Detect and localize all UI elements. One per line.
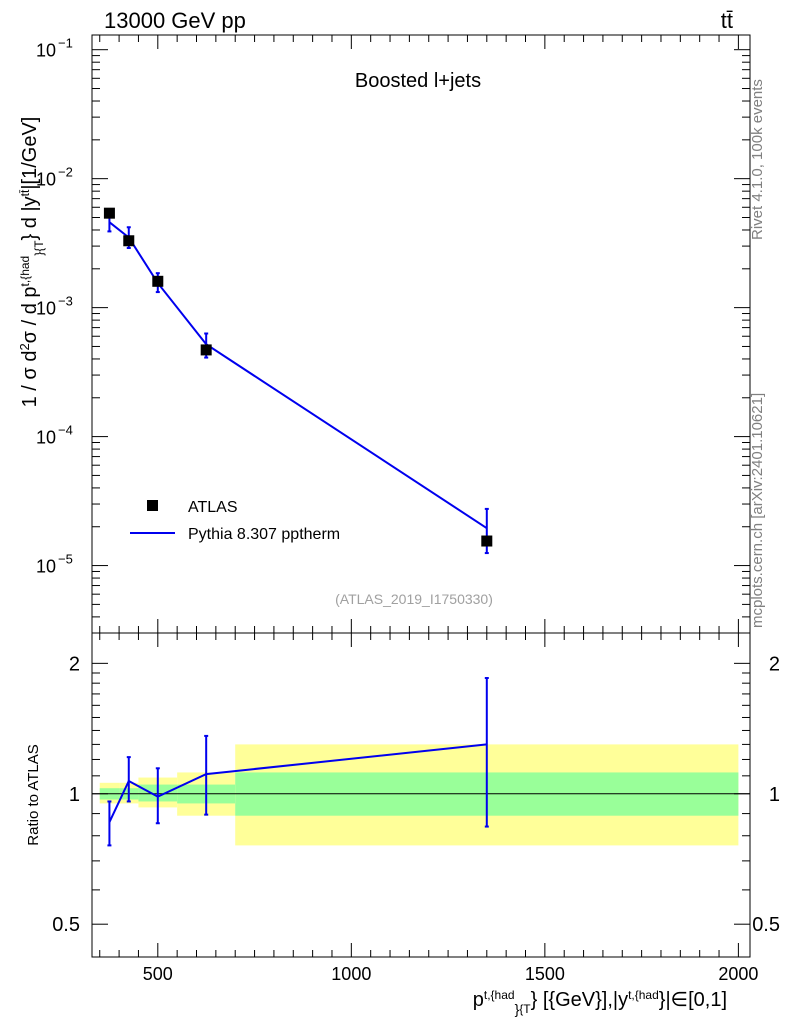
y-tick-label: 10 bbox=[36, 41, 56, 61]
legend-data-label: ATLAS bbox=[188, 499, 238, 516]
ratio-y-tick-label: 0.5 bbox=[52, 914, 80, 936]
chart-title: Boosted l+jets bbox=[355, 70, 481, 92]
y-tick-label: 10 bbox=[36, 170, 56, 190]
ratio-y-tick-label-right: 1 bbox=[769, 784, 780, 806]
legend-data-marker bbox=[147, 500, 158, 511]
x-tick-label: 500 bbox=[143, 964, 173, 984]
data-point bbox=[152, 275, 164, 287]
y-tick-label: 10 bbox=[36, 299, 56, 319]
data-point bbox=[481, 535, 493, 547]
y-tick-label: 10 bbox=[36, 557, 56, 577]
rivet-label: Rivet 4.1.0, 100k events bbox=[749, 79, 766, 240]
mc-line bbox=[108, 221, 488, 529]
data-point bbox=[123, 235, 135, 247]
ratio-y-tick-label-right: 0.5 bbox=[752, 914, 780, 936]
y-tick-label-exp: −1 bbox=[58, 36, 73, 51]
x-axis-label: pt,{had}{T} [{GeV}],|yt,{had}|∈[0,1] bbox=[473, 988, 727, 1017]
y-tick-label: 10 bbox=[36, 428, 56, 448]
x-axis-label-tail: }|∈[0,1] bbox=[659, 989, 727, 1011]
energy-label: 13000 GeV pp bbox=[104, 8, 246, 33]
series-layer bbox=[103, 207, 493, 847]
x-axis-label-sub2: {T bbox=[519, 1002, 531, 1016]
legend-mc-label: Pythia 8.307 pptherm bbox=[188, 526, 340, 543]
process-label: tt̄ bbox=[721, 8, 733, 33]
x-axis-label-sup1: t,{had bbox=[484, 988, 515, 1002]
x-axis-label-sub1: } bbox=[515, 1001, 520, 1017]
y-tick-label-exp: −3 bbox=[58, 294, 73, 309]
data-point bbox=[103, 207, 115, 219]
y-tick-label-exp: −2 bbox=[58, 165, 73, 180]
y-tick-label-exp: −4 bbox=[58, 423, 73, 438]
x-axis-label-base: p bbox=[473, 989, 484, 1011]
x-tick-label: 1000 bbox=[331, 964, 371, 984]
analysis-tag: (ATLAS_2019_I1750330) bbox=[335, 591, 493, 607]
ratio-uncertainty-bands bbox=[92, 744, 750, 846]
legend: ATLAS Pythia 8.307 pptherm bbox=[130, 499, 340, 543]
data-point bbox=[200, 344, 212, 356]
main-y-axis-label: 1 / σ d2σ / d pt,{had}{T} d |ytt̄|[1/GeV… bbox=[17, 117, 47, 408]
ratio-y-tick-label: 1 bbox=[69, 784, 80, 806]
x-tick-label: 1500 bbox=[525, 964, 565, 984]
ratio-y-axis-label: Ratio to ATLAS bbox=[25, 744, 42, 845]
ratio-frame bbox=[91, 632, 751, 958]
x-axis-label-rest: } [{GeV}],|y bbox=[531, 989, 628, 1011]
ratio-y-tick-label-right: 2 bbox=[769, 653, 780, 675]
ratio-y-tick-label: 2 bbox=[69, 653, 80, 675]
main-frame bbox=[91, 34, 751, 634]
mcplots-label: mcplots.cern.ch [arXiv:2401.10621] bbox=[749, 393, 766, 628]
x-tick-label: 2000 bbox=[718, 964, 758, 984]
x-axis-label-sup2: t,{had bbox=[628, 988, 659, 1002]
y-tick-label-exp: −5 bbox=[58, 552, 73, 567]
